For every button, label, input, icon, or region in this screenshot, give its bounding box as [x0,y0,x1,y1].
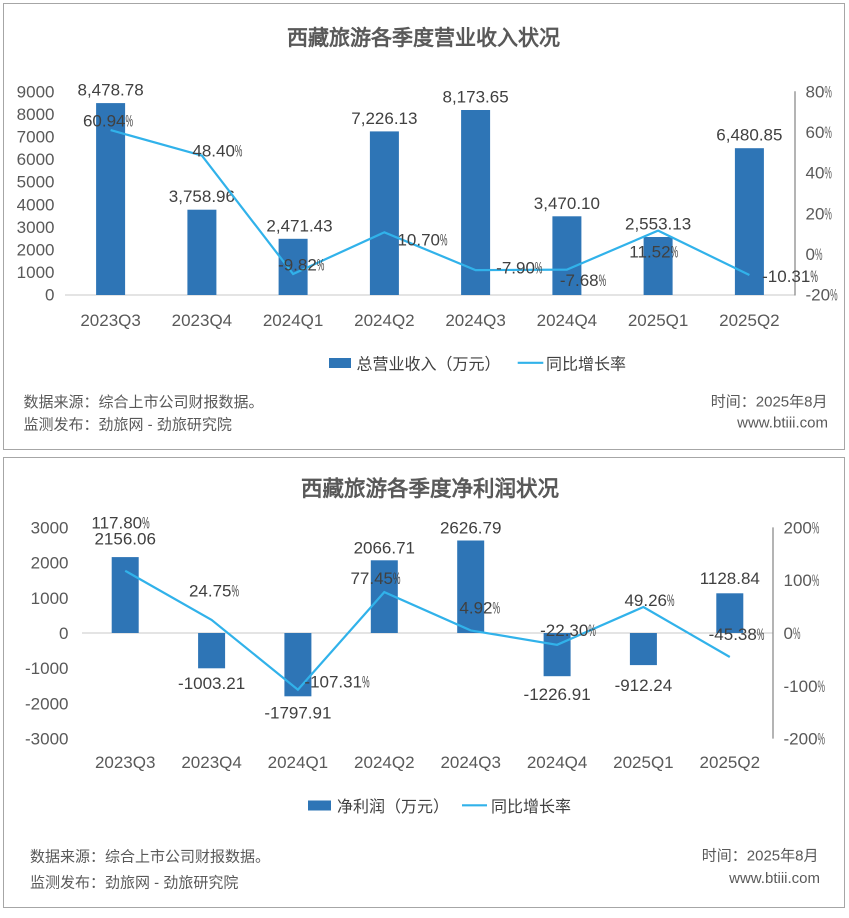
svg-text:-22.30%: -22.30% [540,621,596,640]
svg-text:11.52%: 11.52% [629,243,678,262]
svg-text:10.70%: 10.70% [397,231,447,250]
svg-text:-912.24: -912.24 [615,676,673,695]
svg-text:200%: 200% [784,518,820,537]
svg-text:100%: 100% [784,571,820,590]
svg-text:2023Q4: 2023Q4 [172,311,233,330]
svg-text:-9.82%: -9.82% [278,256,324,275]
svg-text:2024Q3: 2024Q3 [440,753,501,772]
svg-text:24.75%: 24.75% [189,582,239,601]
svg-text:1000: 1000 [31,589,69,608]
svg-text:2025Q1: 2025Q1 [628,311,689,330]
svg-text:5000: 5000 [17,173,55,192]
svg-text:-1797.91: -1797.91 [264,704,331,723]
svg-text:www.btiii.com: www.btiii.com [728,870,820,887]
svg-text:2000: 2000 [31,554,69,573]
svg-text:0%: 0% [806,245,823,264]
svg-text:2024Q2: 2024Q2 [354,311,415,330]
svg-text:2,553.13: 2,553.13 [625,215,691,234]
svg-text:数据来源：综合上市公司财报数据。: 数据来源：综合上市公司财报数据。 [30,849,270,866]
svg-text:时间：2025年8月: 时间：2025年8月 [711,394,828,411]
svg-text:1000: 1000 [17,263,55,282]
svg-text:2,471.43: 2,471.43 [266,216,332,235]
svg-text:2023Q4: 2023Q4 [181,753,242,772]
svg-text:8,173.65: 8,173.65 [443,88,509,107]
svg-text:-200%: -200% [784,730,826,749]
svg-text:-45.38%: -45.38% [709,625,765,644]
svg-text:60%: 60% [806,123,832,142]
svg-text:40%: 40% [806,164,832,183]
svg-text:0%: 0% [784,624,801,643]
svg-text:时间：2025年8月: 时间：2025年8月 [702,848,819,865]
svg-text:2025Q2: 2025Q2 [719,311,780,330]
svg-text:4.92%: 4.92% [459,599,500,618]
svg-text:3,470.10: 3,470.10 [534,194,600,213]
svg-text:2024Q2: 2024Q2 [354,753,415,772]
svg-text:3000: 3000 [31,518,69,537]
svg-text:同比增长率: 同比增长率 [491,798,571,816]
svg-text:2023Q3: 2023Q3 [80,311,141,330]
svg-text:2024Q4: 2024Q4 [537,311,598,330]
svg-text:77.45%: 77.45% [350,569,400,588]
svg-text:2024Q1: 2024Q1 [268,753,329,772]
svg-text:0: 0 [45,286,54,305]
svg-text:监测发布：劲旅网 - 劲旅研究院: 监测发布：劲旅网 - 劲旅研究院 [24,416,232,434]
svg-text:20%: 20% [806,204,832,223]
svg-text:1128.84: 1128.84 [700,569,760,588]
svg-text:8,478.78: 8,478.78 [78,81,144,100]
svg-text:-10.31%: -10.31% [762,267,818,286]
svg-text:3000: 3000 [17,218,55,237]
svg-text:4000: 4000 [17,195,55,214]
svg-text:-7.68%: -7.68% [560,271,606,290]
svg-text:2024Q3: 2024Q3 [445,311,506,330]
svg-text:-1000: -1000 [25,659,68,678]
svg-text:-107.31%: -107.31% [304,673,369,692]
svg-text:同比增长率: 同比增长率 [546,355,626,373]
svg-text:数据来源：综合上市公司财报数据。: 数据来源：综合上市公司财报数据。 [24,394,264,411]
svg-text:-7.90%: -7.90% [496,258,542,277]
svg-text:2025Q1: 2025Q1 [613,753,674,772]
svg-text:-20%: -20% [806,286,838,305]
svg-text:117.80%: 117.80% [91,513,149,532]
svg-text:7,226.13: 7,226.13 [351,109,417,128]
svg-text:2025Q2: 2025Q2 [700,753,761,772]
svg-text:净利润（万元）: 净利润（万元） [337,798,449,816]
svg-text:0: 0 [59,624,68,643]
svg-text:监测发布：劲旅网 - 劲旅研究院: 监测发布：劲旅网 - 劲旅研究院 [30,874,238,892]
svg-text:2156.06: 2156.06 [94,530,155,549]
svg-text:48.40%: 48.40% [192,141,242,160]
svg-text:www.btiii.com: www.btiii.com [736,415,828,432]
svg-text:3,758.96: 3,758.96 [169,187,235,206]
svg-text:80%: 80% [806,82,832,101]
svg-text:2023Q3: 2023Q3 [95,753,156,772]
svg-text:2066.71: 2066.71 [354,539,415,558]
svg-text:2024Q1: 2024Q1 [263,311,324,330]
svg-text:总营业收入（万元）: 总营业收入（万元） [357,355,501,373]
svg-text:6000: 6000 [17,150,55,169]
svg-text:2000: 2000 [17,241,55,260]
svg-text:-100%: -100% [784,677,826,696]
svg-text:-1226.91: -1226.91 [524,685,591,704]
svg-text:6,480.85: 6,480.85 [716,126,782,145]
svg-text:9000: 9000 [17,82,55,101]
svg-text:7000: 7000 [17,128,55,147]
svg-text:西藏旅游各季度营业收入状况: 西藏旅游各季度营业收入状况 [287,26,560,50]
svg-text:西藏旅游各季度净利润状况: 西藏旅游各季度净利润状况 [301,476,560,501]
svg-text:2024Q4: 2024Q4 [527,753,588,772]
svg-text:-3000: -3000 [25,730,68,749]
svg-text:-1003.21: -1003.21 [178,674,245,693]
svg-text:-2000: -2000 [25,694,68,713]
svg-text:2626.79: 2626.79 [440,518,501,537]
svg-text:60.94%: 60.94% [83,112,133,131]
svg-text:49.26%: 49.26% [624,591,674,610]
svg-text:8000: 8000 [17,105,55,124]
